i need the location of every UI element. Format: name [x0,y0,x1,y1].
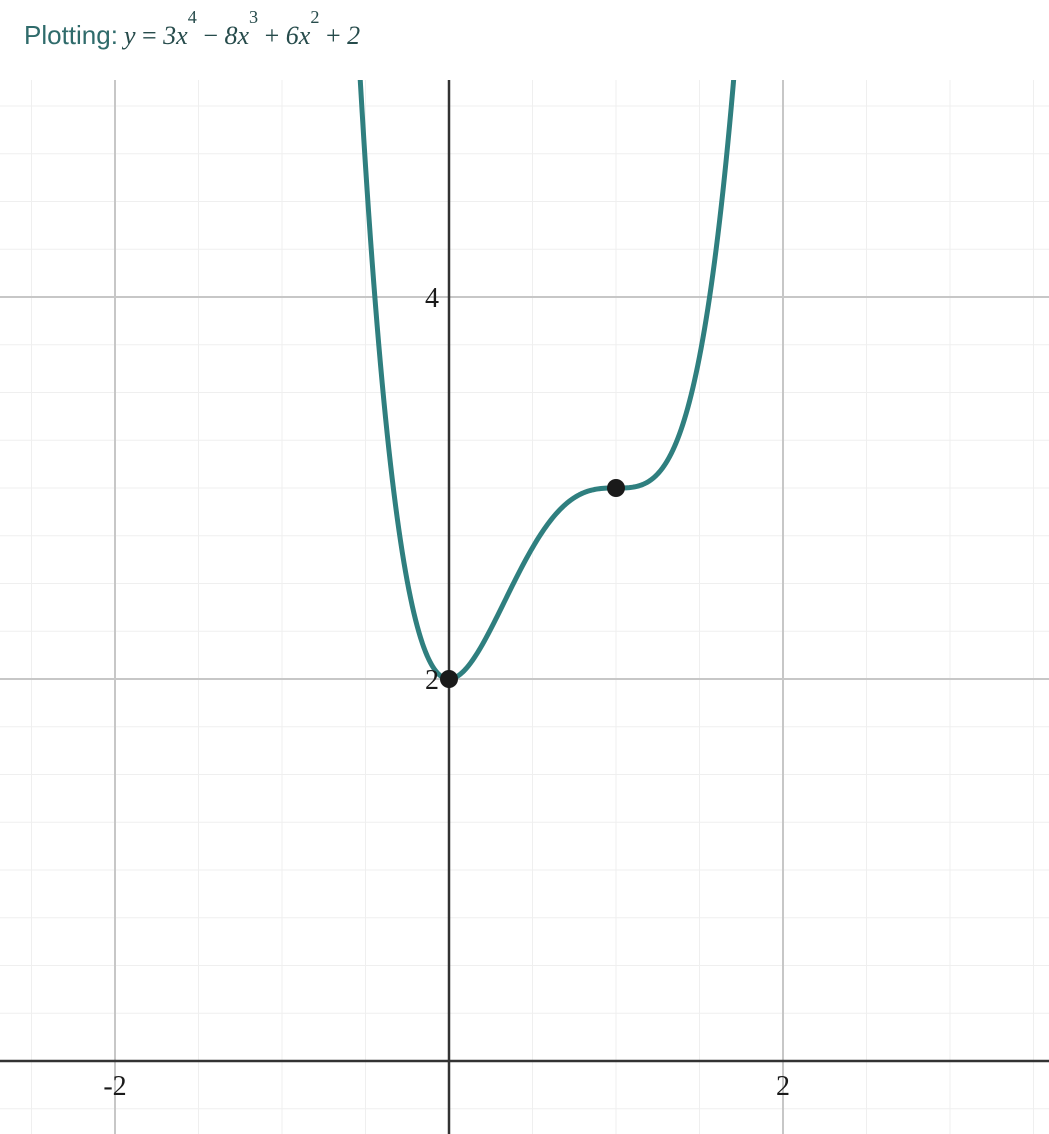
y-tick-label: 4 [425,283,439,314]
function-curve [359,49,736,679]
y-tick-label: 2 [425,665,439,696]
critical-point [607,479,625,497]
chart-canvas: -2 2 2 4 [0,0,1049,1134]
axes [0,80,1049,1134]
x-tick-label: -2 [103,1071,126,1102]
critical-point [440,670,458,688]
x-tick-label: 2 [776,1071,790,1102]
grid [0,80,1049,1134]
